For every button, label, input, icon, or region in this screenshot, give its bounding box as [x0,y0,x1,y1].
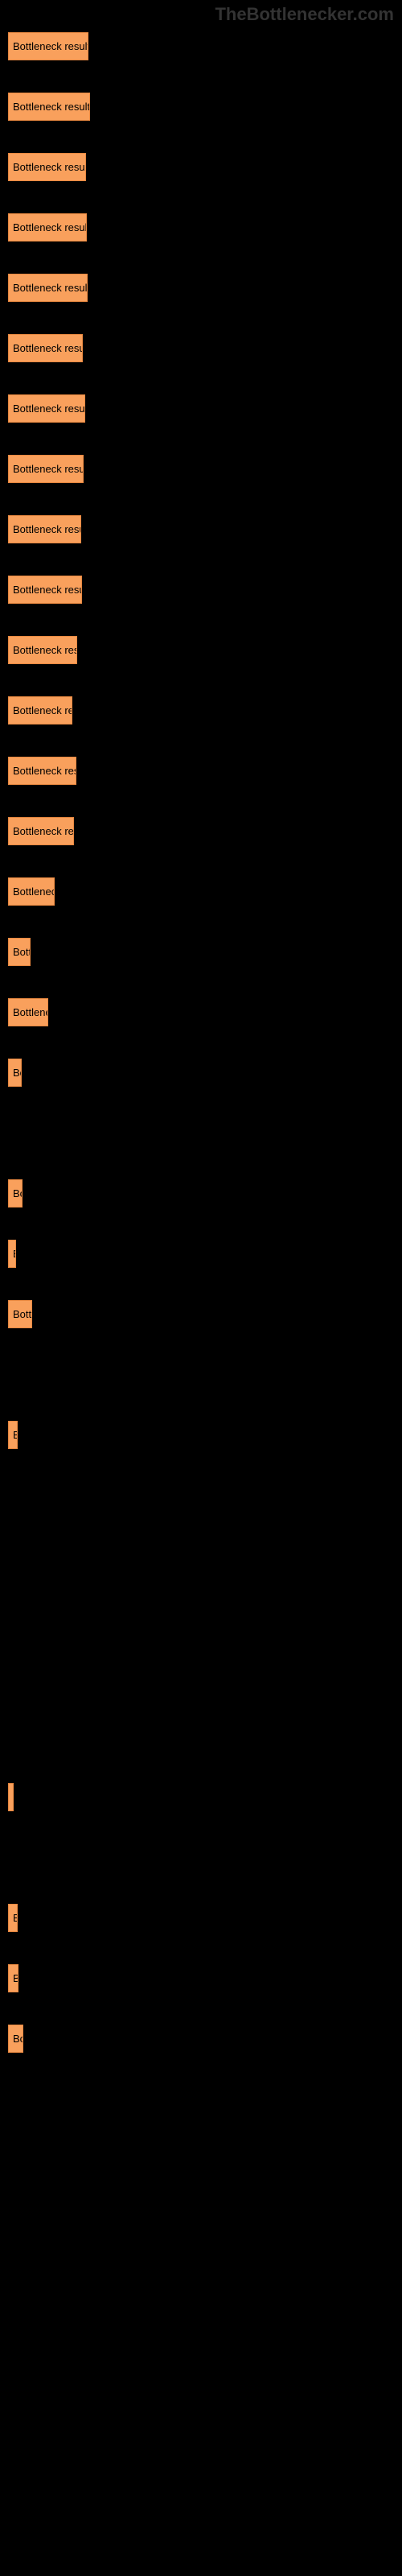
bar-label: Bottleneck res [13,765,76,777]
chart-bar: Bo [8,2025,23,2053]
bar-label: Bottleneck result [13,101,90,113]
chart-container: Bottleneck result Bottleneck result Bottle… [0,0,402,2093]
bar-label: Botti [13,1308,32,1320]
bar-label: B [13,1912,18,1924]
bar-row [8,1542,394,1570]
bar-label: Bo [13,1067,22,1079]
chart-bar: Bott [8,938,31,966]
bar-label: Bottleneck resu [13,523,81,535]
bar-row: Bottleneck resu [8,334,394,362]
chart-bar: Bottleneck resu [8,515,81,543]
bar-row: B [8,1964,394,1992]
bar-label: Bottleneck result [13,161,86,173]
chart-bar: B [8,1904,18,1932]
bar-row: B [8,1783,394,1811]
bar-row: Bottleneck result [8,213,394,242]
bar-label: Bottleneck res [13,644,77,656]
bar-row: Bottleneck re [8,817,394,845]
bar-label: Bottleneck result [13,282,88,294]
chart-bar: Bottleneck resu [8,334,83,362]
chart-bar: Botti [8,1300,32,1328]
bar-row: Bott [8,938,394,966]
chart-bar: Bottlenec [8,877,55,906]
bar-row: B [8,1904,394,1932]
chart-bar: B [8,1964,18,1992]
bar-row: Bo [8,1059,394,1087]
bar-row: Bo [8,2025,394,2053]
bar-label: Bottleneck resul [13,402,85,415]
bar-row: Bottleneck resul [8,455,394,483]
bar-row [8,1481,394,1509]
bar-label: B [13,1972,18,1984]
chart-bar: Bottleneck res [8,757,76,785]
bar-row: Bottleneck resu [8,515,394,543]
bar-label: B [13,1791,14,1803]
bar-label: Bottlene [13,1006,48,1018]
bar-row: Bo [8,1179,394,1208]
chart-bar: Bo [8,1059,22,1087]
bar-row [8,1843,394,1872]
bar-row: Bottleneck res [8,757,394,785]
bar-label: Bottleneck result [13,221,87,233]
bar-label: Bottleneck resu [13,584,82,596]
bar-label: Bottleneck re [13,704,72,716]
bar-label: Bottleneck result [13,40,88,52]
chart-bar: Bottleneck resul [8,394,85,423]
chart-bar: Bo [8,1179,23,1208]
bar-row: Bottlenec [8,877,394,906]
bar-row: Bottleneck result [8,93,394,121]
bar-label: Bott [13,946,31,958]
bar-label: B [13,1248,16,1260]
chart-bar: Bottleneck resu [8,576,82,604]
bar-row [8,1662,394,1690]
chart-bar: Bottleneck resul [8,455,84,483]
bar-label: Bottleneck resul [13,463,84,475]
chart-bar: Bottleneck re [8,696,72,724]
chart-bar: Bottleneck result [8,153,86,181]
chart-bar: B [8,1783,14,1811]
bar-row: Botti [8,1300,394,1328]
bar-row: Bottleneck res [8,636,394,664]
bar-row: Bottlene [8,998,394,1026]
bar-label: Bottleneck re [13,825,74,837]
bar-row: Bottleneck resu [8,576,394,604]
bar-row: B [8,1421,394,1449]
chart-bar: Bottleneck result [8,93,90,121]
bar-row: Bottleneck result [8,274,394,302]
bar-row: B [8,1240,394,1268]
bar-row: Bottleneck resul [8,394,394,423]
bar-row [8,1119,394,1147]
chart-bar: B [8,1421,18,1449]
chart-bar: Bottleneck result [8,32,88,60]
watermark: TheBottlenecker.com [215,4,394,25]
chart-bar: Bottleneck result [8,213,87,242]
chart-bar: Bottleneck result [8,274,88,302]
bar-row [8,1723,394,1751]
bar-row: Bottleneck result [8,153,394,181]
bar-label: B [13,1429,18,1441]
chart-bar: B [8,1240,16,1268]
bar-row: Bottleneck result [8,32,394,60]
bar-label: Bo [13,1187,23,1199]
chart-bar: Bottleneck re [8,817,74,845]
chart-bar: Bottleneck res [8,636,77,664]
bar-row [8,1360,394,1389]
bar-label: Bottleneck resu [13,342,83,354]
bar-label: Bottlenec [13,886,55,898]
bar-row: Bottleneck re [8,696,394,724]
chart-bar: Bottlene [8,998,48,1026]
bar-label: Bo [13,2033,23,2045]
bar-row [8,1602,394,1630]
